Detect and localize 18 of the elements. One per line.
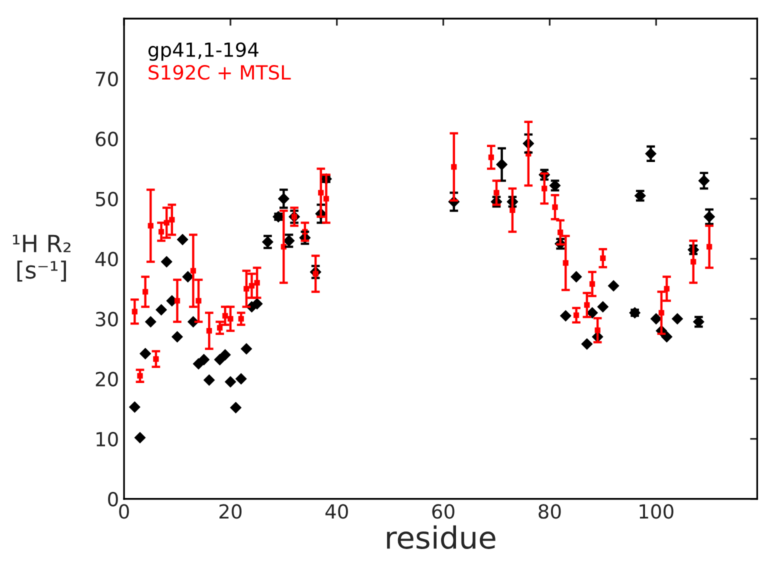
text: gp41,1-194 [148, 42, 258, 61]
y-tick-label: 30 [96, 312, 118, 326]
y-tick-label: 20 [96, 372, 118, 386]
y-tick-label: 50 [96, 192, 118, 206]
y-tick-label: 0 [108, 492, 118, 507]
y-tick-label: 40 [95, 252, 118, 266]
x-tick-label: 100 [640, 504, 674, 519]
text: S192C + MTSL [148, 65, 291, 80]
y-tick-label: 60 [96, 132, 118, 146]
x-tick-label: 40 [325, 504, 348, 519]
x-tick-label: 80 [538, 504, 561, 519]
y-tick-label: 70 [96, 72, 118, 86]
x-tick-label: 20 [220, 504, 242, 519]
y-tick-label: 10 [96, 432, 118, 447]
x-tick-label: 60 [432, 504, 454, 519]
x-tick-label: 0 [119, 504, 129, 519]
x-axis-title: residue [387, 525, 496, 550]
y-axis-title: ¹H R₂ [s⁻¹] [12, 234, 70, 282]
